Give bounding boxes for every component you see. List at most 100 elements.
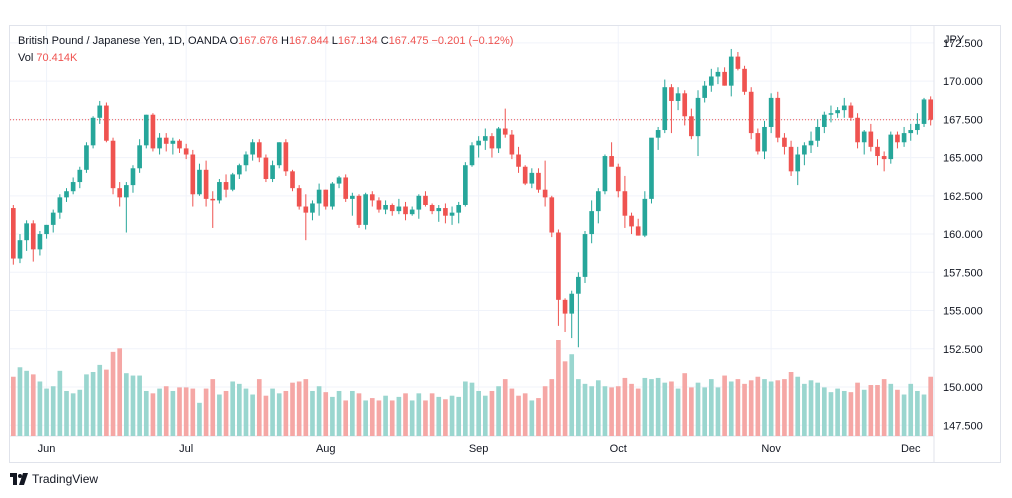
volume-bar: [602, 386, 608, 436]
candle-body: [482, 136, 488, 141]
candle: [316, 183, 322, 216]
candle: [629, 212, 634, 235]
candle: [190, 149, 196, 207]
candle-body: [728, 56, 734, 86]
y-tick-label: 155.000: [943, 306, 983, 318]
candle: [343, 174, 349, 202]
y-tick-label: 172.500: [943, 38, 983, 50]
volume-bar: [143, 390, 149, 436]
candle-body: [788, 146, 794, 172]
candle-body: [24, 223, 29, 241]
candle-body: [602, 156, 608, 192]
candle: [895, 131, 900, 149]
volume-bar: [356, 393, 362, 436]
volume-bar: [662, 382, 668, 436]
candle: [177, 139, 182, 153]
volume-bar: [509, 388, 515, 436]
candle-body: [802, 145, 807, 155]
volume-bar: [675, 388, 681, 436]
candle-body: [124, 185, 129, 198]
volume-bar: [17, 367, 23, 436]
candle: [77, 166, 83, 189]
volume-bar: [589, 386, 594, 436]
candle-body: [476, 140, 481, 146]
volume-bar: [463, 381, 468, 436]
candle-body: [363, 194, 368, 225]
volume-bar: [436, 396, 442, 436]
candle-body: [137, 145, 142, 169]
candle: [469, 142, 475, 167]
candle: [90, 116, 96, 149]
candle: [350, 192, 355, 216]
candle-body: [715, 71, 721, 77]
candle-body: [702, 85, 707, 98]
volume-bar: [582, 383, 588, 436]
candle: [748, 87, 754, 140]
candle-body: [177, 140, 182, 149]
candle: [602, 154, 608, 195]
tradingview-brand[interactable]: TradingView: [10, 472, 98, 486]
candle-body: [629, 215, 634, 227]
candle: [376, 197, 382, 213]
volume-bar: [502, 379, 508, 436]
high-value: 167.844: [288, 35, 329, 47]
volume-legend: Vol 70.414K: [18, 52, 77, 64]
candle-body: [37, 234, 43, 250]
candle-body: [522, 166, 528, 184]
candle-body: [881, 156, 887, 160]
volume-bar: [649, 379, 654, 436]
volume-bar: [828, 392, 834, 436]
volume-bar: [841, 390, 847, 436]
candle: [463, 162, 468, 207]
symbol-label: British Pound / Japanese Yen, 1D, OANDA: [18, 35, 227, 47]
volume-bar: [861, 389, 867, 436]
candle-body: [516, 154, 521, 167]
candle: [104, 102, 109, 143]
currency-label: JPY: [944, 34, 965, 46]
x-tick-label: Oct: [610, 443, 627, 455]
candle: [310, 200, 315, 221]
candle-body: [689, 116, 694, 137]
candle-body: [589, 211, 594, 235]
candle: [84, 142, 89, 173]
candle-body: [403, 206, 408, 215]
low-value: 167.134: [337, 35, 378, 47]
volume-bar: [423, 400, 428, 436]
volume-bar: [808, 380, 814, 436]
candle: [389, 203, 395, 216]
volume-bar: [782, 379, 787, 436]
candle: [157, 133, 162, 155]
candle-body: [110, 140, 116, 189]
candle-body: [150, 114, 156, 149]
candle: [456, 201, 462, 224]
candle-body: [143, 114, 149, 146]
candle: [197, 163, 202, 196]
candle-body: [130, 168, 136, 186]
candle: [423, 191, 428, 207]
candle-body: [496, 128, 501, 149]
candle: [183, 143, 189, 160]
candle-body: [569, 293, 575, 314]
candle-body: [821, 114, 827, 127]
candle: [443, 203, 448, 224]
volume-bar: [742, 383, 747, 436]
volume-bar: [363, 400, 368, 436]
candle-body: [669, 87, 674, 101]
candle-body: [443, 208, 448, 216]
volume-bar: [595, 380, 601, 436]
candle: [409, 206, 415, 216]
candle: [848, 102, 854, 121]
open-value: 167.676: [238, 35, 278, 47]
volume-bar: [44, 388, 49, 436]
candle: [569, 290, 575, 339]
candle: [901, 126, 907, 147]
volume-bar: [708, 379, 714, 436]
volume-bar: [290, 382, 295, 436]
candle: [476, 136, 481, 158]
volume-bar: [456, 396, 462, 436]
volume-bar: [655, 377, 661, 436]
volume-bar: [576, 379, 581, 436]
candle: [576, 272, 581, 348]
volume-bar: [469, 382, 475, 436]
